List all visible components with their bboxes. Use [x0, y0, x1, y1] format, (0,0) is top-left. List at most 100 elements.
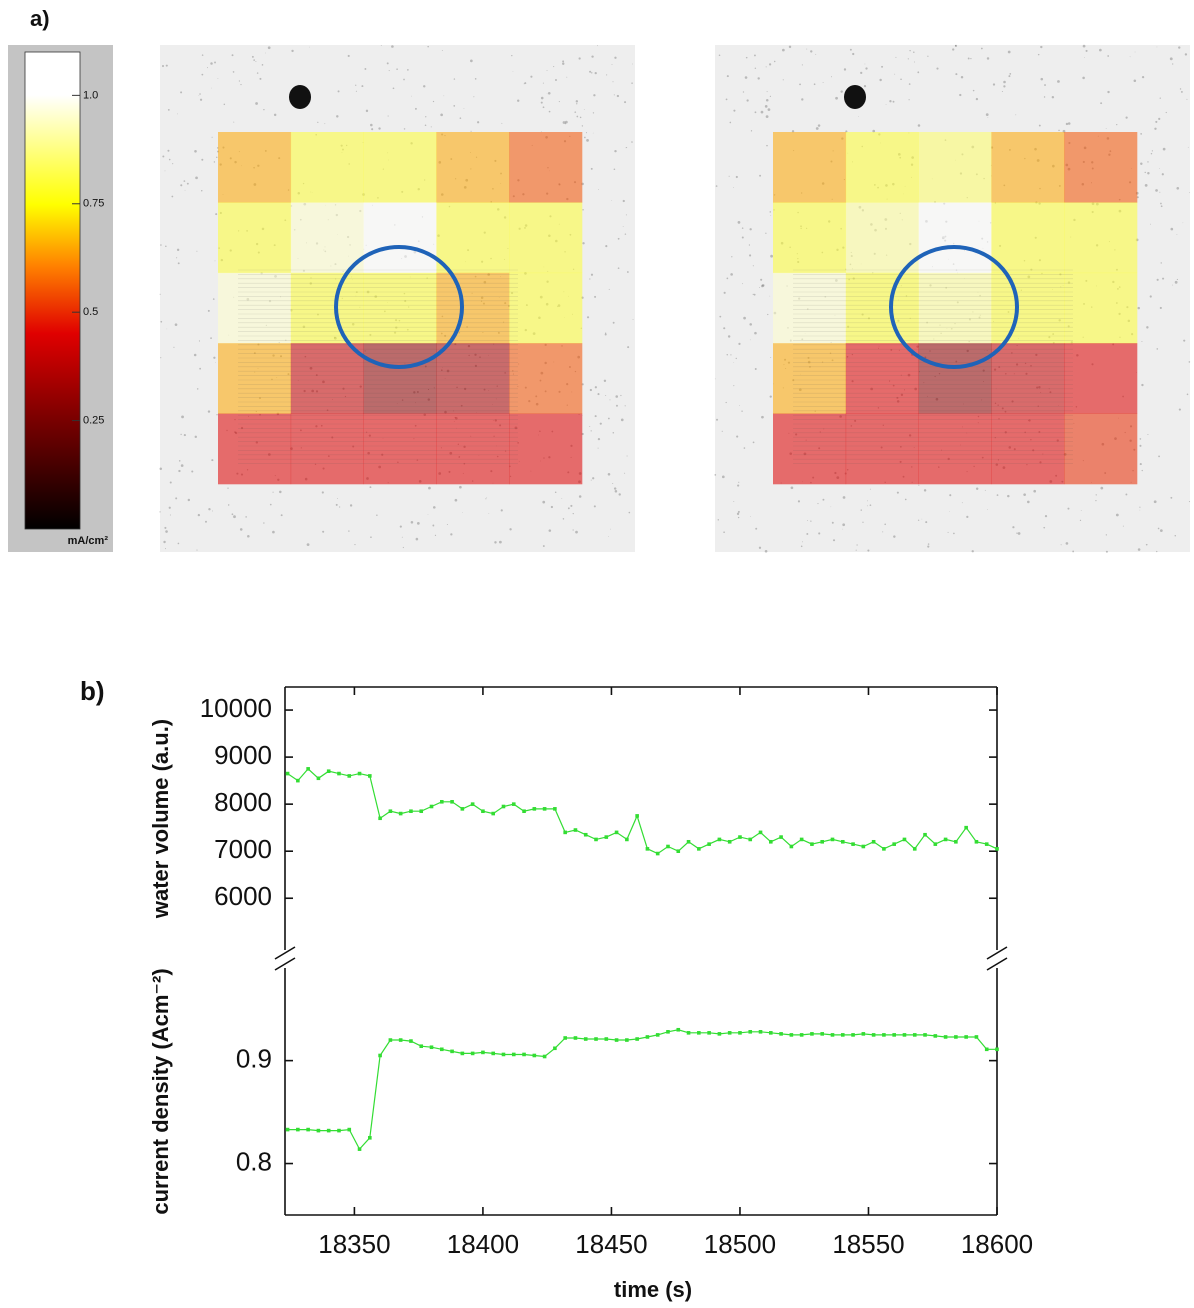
image-speckle	[391, 45, 394, 48]
image-speckle	[1179, 88, 1182, 90]
image-speckle	[952, 48, 955, 51]
image-speckle	[414, 107, 417, 110]
image-speckle	[741, 227, 744, 229]
image-speckle	[1080, 510, 1082, 512]
image-speckle	[867, 549, 870, 552]
data-point	[542, 807, 547, 811]
image-speckle	[1149, 295, 1152, 298]
image-speckle	[1159, 191, 1161, 193]
image-speckle	[849, 48, 852, 51]
data-point	[686, 839, 691, 844]
image-speckle	[164, 170, 166, 172]
image-speckle	[762, 284, 765, 287]
image-speckle	[1151, 150, 1153, 152]
image-speckle	[582, 414, 583, 416]
image-speckle	[894, 73, 896, 75]
image-speckle	[171, 195, 174, 198]
image-speckle	[985, 113, 989, 117]
image-speckle	[178, 469, 181, 473]
image-speckle	[486, 497, 488, 499]
data-point	[594, 837, 598, 842]
image-speckle	[761, 415, 764, 419]
heat-cell	[918, 202, 992, 274]
image-speckle	[339, 506, 341, 508]
data-point	[326, 1128, 331, 1133]
data-point	[573, 828, 578, 832]
image-speckle	[807, 519, 809, 521]
image-speckle	[737, 484, 740, 487]
y-tick-label: 7000	[214, 834, 272, 864]
image-speckle	[238, 80, 241, 82]
image-speckle	[309, 46, 310, 48]
image-speckle	[176, 257, 178, 259]
image-speckle	[631, 82, 633, 84]
image-speckle	[207, 309, 210, 312]
data-point	[882, 847, 886, 851]
image-speckle	[1144, 184, 1148, 187]
image-speckle	[927, 543, 930, 545]
image-speckle	[863, 84, 867, 88]
image-speckle	[593, 94, 596, 97]
image-speckle	[717, 519, 720, 521]
data-point	[810, 842, 814, 846]
image-speckle	[733, 109, 736, 112]
image-speckle	[800, 545, 803, 548]
data-line	[287, 1029, 997, 1151]
x-axis-label: time (s)	[614, 1277, 692, 1302]
image-speckle	[612, 483, 614, 485]
image-speckle	[727, 335, 731, 338]
image-speckle	[205, 520, 207, 523]
y-tick-label: 0.9	[236, 1044, 272, 1074]
image-speckle	[1007, 50, 1011, 54]
image-speckle	[245, 516, 247, 518]
data-point	[604, 835, 609, 839]
image-speckle	[1155, 120, 1158, 123]
y-tick-label: 9000	[214, 740, 272, 770]
image-speckle	[1141, 75, 1145, 79]
data-point	[296, 1127, 300, 1132]
image-speckle	[159, 511, 161, 513]
data-point	[409, 809, 413, 814]
image-speckle	[746, 99, 749, 102]
image-speckle	[1154, 127, 1157, 130]
image-speckle	[524, 82, 527, 85]
image-speckle	[769, 395, 772, 398]
image-speckle	[858, 115, 859, 117]
image-speckle	[757, 77, 760, 80]
data-point	[769, 839, 773, 844]
image-speckle	[378, 127, 381, 130]
image-speckle	[584, 136, 586, 139]
image-speckle	[735, 357, 737, 360]
image-speckle	[165, 530, 168, 533]
image-speckle	[1144, 171, 1146, 174]
image-speckle	[967, 57, 970, 60]
image-speckle	[628, 511, 631, 514]
image-speckle	[972, 89, 975, 92]
image-speckle	[161, 64, 165, 68]
image-speckle	[477, 121, 480, 124]
axis-break	[274, 946, 296, 960]
data-point	[943, 1035, 948, 1039]
image-speckle	[1137, 306, 1140, 310]
image-speckle	[193, 353, 197, 357]
image-speckle	[1176, 186, 1180, 190]
image-speckle	[918, 484, 920, 486]
data-point	[635, 814, 639, 818]
image-speckle	[618, 493, 621, 496]
image-speckle	[194, 435, 197, 439]
image-speckle	[322, 530, 325, 533]
image-speckle	[396, 68, 398, 70]
data-point	[799, 837, 804, 842]
image-speckle	[263, 522, 265, 524]
image-speckle	[410, 520, 414, 524]
y-tick-label: 8000	[214, 787, 272, 817]
heat-cell	[918, 272, 992, 344]
image-speckle	[163, 540, 166, 544]
heat-cell	[290, 132, 364, 203]
image-speckle	[402, 546, 404, 549]
heat-cell	[1064, 132, 1138, 203]
data-point	[727, 839, 732, 844]
image-speckle	[166, 328, 168, 330]
image-speckle	[908, 83, 911, 85]
